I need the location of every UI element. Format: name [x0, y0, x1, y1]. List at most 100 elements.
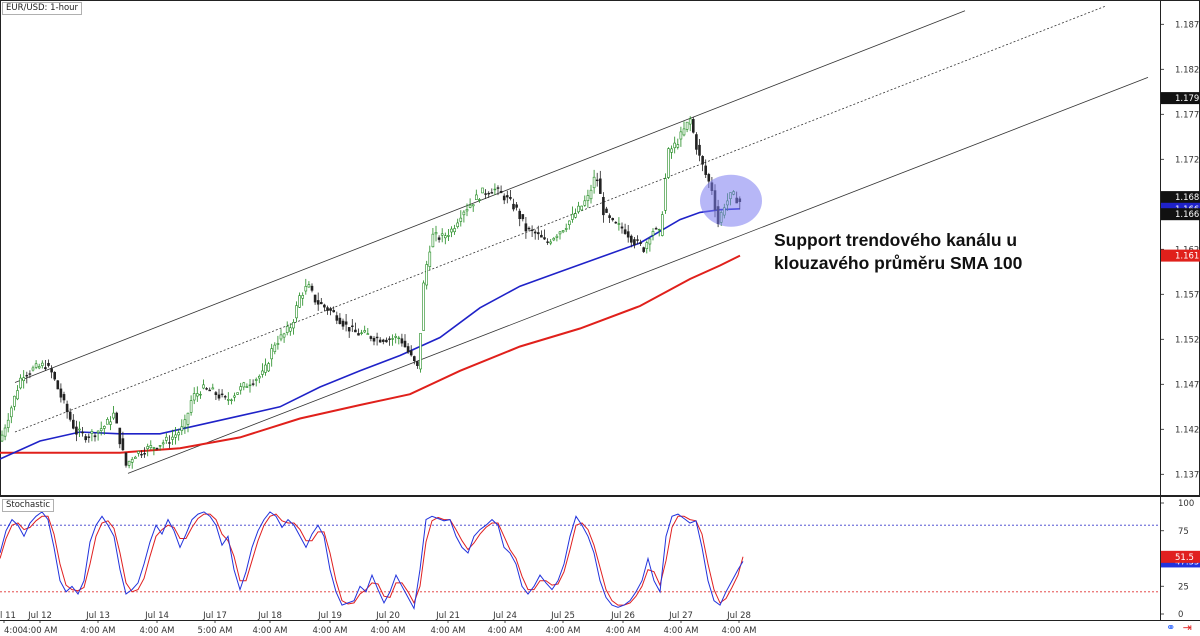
candle-body — [75, 426, 78, 435]
candle-body — [515, 204, 518, 208]
candle-body — [527, 227, 531, 230]
candle-body — [279, 334, 283, 340]
price-tick-label: 1.1523 — [1175, 335, 1200, 345]
candle-body — [354, 329, 357, 333]
candle-body — [143, 453, 146, 455]
candle-body — [87, 436, 91, 438]
candle-body — [536, 232, 540, 235]
stoch-tick-label: 100 — [1178, 499, 1194, 509]
candle-body — [137, 451, 140, 454]
stochastic-pane[interactable] — [0, 511, 1200, 621]
candle-body — [468, 204, 472, 208]
candle-body — [580, 205, 584, 211]
candle-body — [459, 217, 463, 222]
candle-body — [409, 350, 413, 356]
candle-body — [180, 426, 184, 431]
candle-body — [465, 209, 469, 212]
candle-body — [230, 399, 233, 401]
annotation-line-2: klouzavého průměru SMA 100 — [774, 253, 1023, 273]
candle-body — [490, 192, 494, 194]
candle-body — [555, 235, 559, 238]
price-pane[interactable] — [0, 0, 1200, 620]
candle-body — [682, 128, 686, 136]
candle-body — [81, 431, 84, 434]
candle-body — [502, 195, 506, 201]
candle-body — [394, 336, 398, 338]
candle-body — [363, 330, 367, 333]
candle-body — [360, 332, 363, 334]
candle-body — [34, 363, 38, 368]
candle-body — [99, 428, 103, 431]
candle-body — [685, 121, 689, 130]
candle-body — [474, 194, 478, 200]
candle-body — [84, 436, 87, 441]
candle-body — [326, 307, 329, 311]
candle-body — [248, 384, 252, 387]
candle-body — [115, 412, 118, 424]
time-label: 4:00 AM — [253, 626, 288, 636]
candle-body — [614, 221, 618, 224]
candle-body — [605, 208, 608, 213]
date-label: Jul 18 — [257, 611, 282, 621]
candle-body — [651, 231, 655, 236]
candle-body — [704, 165, 708, 175]
candle-body — [676, 144, 680, 148]
chain-link-icon[interactable]: ⚭ — [1166, 621, 1176, 634]
highlight-circle — [700, 174, 762, 227]
indicator-title: Stochastic — [2, 499, 54, 512]
stoch-tick-label: 75 — [1178, 527, 1189, 537]
arrow-to-bar-icon[interactable]: ⇥ — [1182, 621, 1192, 634]
candle-body — [28, 373, 32, 375]
candle-body — [6, 419, 10, 428]
candle-body — [543, 237, 546, 240]
candle-body — [372, 337, 376, 342]
candle-body — [112, 412, 115, 419]
candle-body — [10, 407, 13, 418]
candle-body — [350, 325, 354, 327]
candle-body — [168, 442, 171, 444]
candle-body — [233, 395, 236, 398]
candle-body — [288, 327, 292, 332]
candle-body — [639, 242, 642, 244]
candle-body — [347, 327, 351, 332]
candle-body — [341, 320, 345, 327]
candle-body — [524, 223, 528, 232]
candle-body — [254, 379, 258, 381]
time-label: 4:00 AM — [606, 626, 641, 636]
candle-body — [667, 148, 670, 178]
candle-body — [109, 421, 112, 425]
candle-body — [397, 337, 401, 340]
candle-body — [90, 431, 94, 434]
candle-body — [158, 445, 162, 447]
stoch-tick-label: 25 — [1178, 582, 1189, 592]
candle-body — [304, 286, 308, 292]
candle-body — [589, 189, 593, 200]
candle-body — [199, 393, 202, 396]
candle-body — [586, 195, 590, 202]
candle-body — [127, 460, 131, 466]
candle-body — [319, 302, 323, 305]
candle-body — [192, 393, 196, 401]
candle-body — [96, 430, 100, 433]
candle-body — [518, 210, 522, 220]
candle-body — [47, 362, 50, 366]
candle-body — [375, 336, 379, 339]
candle-body — [217, 394, 221, 399]
price-axis: 1.13731.14231.14731.15231.15731.16231.16… — [1160, 20, 1200, 480]
date-label: Jul 27 — [668, 611, 693, 621]
stoch-badge — [1161, 550, 1200, 563]
candle-body — [130, 459, 134, 463]
candle-body — [366, 333, 370, 335]
candle-body — [270, 348, 274, 360]
candle-body — [78, 428, 81, 431]
candle-body — [37, 366, 41, 369]
candle-body — [357, 333, 360, 336]
candle-body — [577, 205, 580, 213]
candle-body — [695, 134, 698, 150]
candle-body — [670, 148, 673, 153]
candle-body — [316, 300, 320, 305]
candle-body — [251, 383, 255, 385]
